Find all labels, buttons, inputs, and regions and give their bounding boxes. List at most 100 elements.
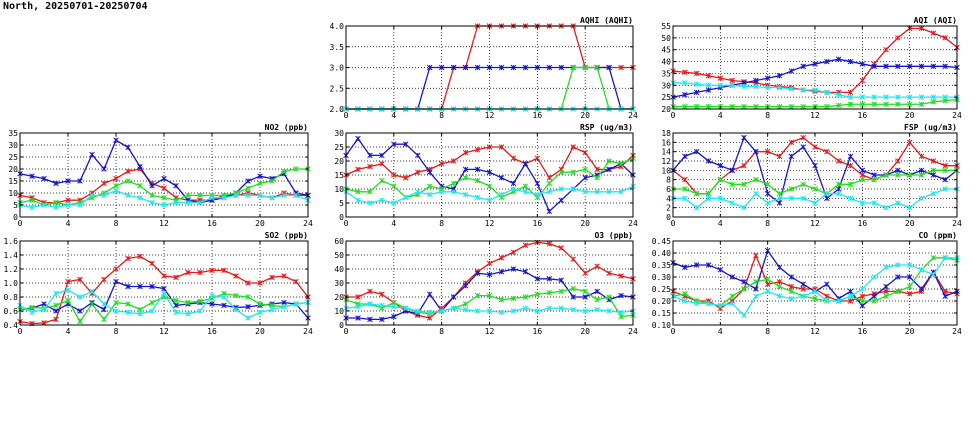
data-point <box>682 92 688 98</box>
data-point <box>788 195 795 202</box>
data-point <box>29 197 35 203</box>
data-point <box>510 266 517 272</box>
data-point <box>367 288 373 295</box>
data-point <box>883 293 889 299</box>
data-point <box>682 264 688 271</box>
data-point <box>137 195 143 201</box>
data-point <box>859 303 866 309</box>
data-point <box>137 183 143 189</box>
data-point <box>883 94 889 100</box>
data-point <box>606 158 612 164</box>
data-point <box>895 35 901 41</box>
x-tick-label: 4 <box>66 327 71 336</box>
chart-rsp: 0 4 8 12 16 20 24 0 5 10 15 20 25 30 RSP (ug/m3) <box>334 123 638 228</box>
data-point <box>682 69 688 75</box>
data-point <box>741 181 747 188</box>
data-point <box>800 134 806 141</box>
x-tick-label: 0 <box>344 111 349 120</box>
data-point <box>546 276 553 282</box>
data-point <box>149 299 155 306</box>
data-point <box>101 192 107 199</box>
data-point <box>510 64 517 71</box>
data-point <box>812 61 818 67</box>
data-point <box>161 185 167 191</box>
data-point <box>450 158 457 164</box>
data-point <box>847 89 854 96</box>
data-point <box>462 64 469 71</box>
data-point <box>871 94 877 100</box>
y-tick-label: 0.20 <box>652 297 671 306</box>
y-tick-label: 3.0 <box>330 64 345 73</box>
data-point <box>534 291 541 297</box>
data-point <box>918 94 925 100</box>
data-point <box>355 135 361 142</box>
y-tick-label: 50 <box>661 34 671 43</box>
data-point <box>717 267 724 273</box>
y-tick-label: 3.5 <box>330 43 345 52</box>
data-point <box>618 313 624 320</box>
data-point <box>764 75 771 81</box>
y-tick-label: 2 <box>666 204 671 213</box>
data-point <box>835 298 842 304</box>
data-point <box>570 294 576 300</box>
y-tick-label: 30 <box>334 279 344 288</box>
data-point <box>403 194 409 201</box>
data-point <box>918 267 925 273</box>
data-point <box>800 63 806 70</box>
data-point <box>125 301 131 307</box>
data-point <box>883 63 889 70</box>
x-tick-label: 24 <box>628 111 638 120</box>
y-tick-label: 0.6 <box>4 307 19 316</box>
data-point <box>293 278 299 285</box>
data-point <box>221 267 227 274</box>
data-point <box>682 291 688 297</box>
y-tick-label: 2.5 <box>330 84 345 93</box>
data-point <box>546 305 553 311</box>
data-point <box>269 302 275 309</box>
data-point <box>776 103 783 110</box>
data-point <box>113 278 119 285</box>
data-point <box>113 266 119 272</box>
x-tick-label: 4 <box>718 219 723 228</box>
data-point <box>221 302 227 309</box>
data-point <box>41 202 47 208</box>
data-point <box>125 309 131 316</box>
data-point <box>65 278 71 285</box>
data-point <box>462 166 469 173</box>
x-tick-label: 20 <box>255 219 265 228</box>
data-point <box>41 175 47 182</box>
data-point <box>113 183 119 189</box>
data-point <box>233 273 239 279</box>
data-point <box>776 190 783 197</box>
y-tick-label: 30 <box>661 81 671 90</box>
y-tick-label: 1.2 <box>4 265 19 274</box>
data-point <box>824 195 830 202</box>
chart-title: SO2 (ppb) <box>265 231 308 240</box>
data-point <box>546 208 553 215</box>
data-point <box>776 153 783 160</box>
y-tick-label: 1.0 <box>4 279 19 288</box>
data-point <box>498 255 505 261</box>
data-point <box>498 309 505 316</box>
data-point <box>426 315 433 321</box>
y-tick-label: 0 <box>339 321 344 330</box>
data-point <box>546 241 553 247</box>
data-point <box>847 153 854 160</box>
data-point <box>534 308 541 314</box>
data-point <box>113 299 119 306</box>
data-point <box>618 309 624 316</box>
data-point <box>594 189 600 195</box>
y-tick-label: 0.40 <box>652 249 671 258</box>
data-point <box>125 283 131 290</box>
data-point <box>245 280 251 286</box>
data-point <box>89 288 95 295</box>
data-point <box>379 291 385 297</box>
x-tick-label: 20 <box>905 327 915 336</box>
data-point <box>682 153 688 160</box>
data-point <box>498 144 505 150</box>
x-tick-label: 0 <box>671 219 676 228</box>
data-point <box>753 190 759 197</box>
data-point <box>474 147 481 153</box>
chart-title: RSP (ug/m3) <box>580 123 633 132</box>
series-red <box>17 253 311 327</box>
